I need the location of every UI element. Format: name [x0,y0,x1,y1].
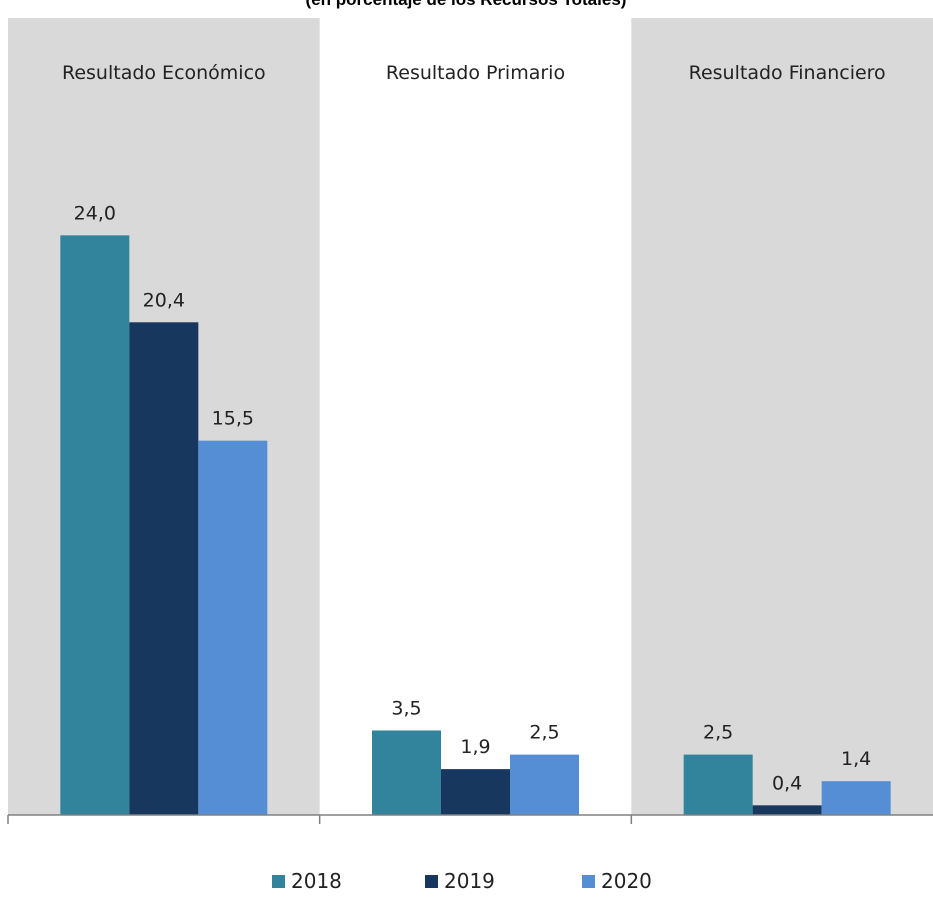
category-label: Resultado Financiero [689,62,886,84]
legend-label: 2018 [291,869,342,893]
bar-2020 [198,440,268,815]
chart-title: (en porcentaje de los Recursos Totales) [306,0,627,9]
category-label: Resultado Primario [386,62,565,84]
legend-swatch-2019 [425,875,438,888]
category-label: Resultado Económico [62,62,266,84]
data-label: 3,5 [391,697,421,719]
category-band [631,18,933,815]
bar-2020 [821,781,891,815]
data-label: 20,4 [143,289,185,311]
data-label: 2,5 [529,722,559,744]
data-label: 1,9 [460,736,490,758]
bar-2018 [60,235,130,815]
data-label: 2,5 [703,722,733,744]
bar-2019 [441,769,510,815]
bar-2019 [752,805,822,815]
data-label: 0,4 [772,772,802,794]
legend-label: 2019 [444,869,495,893]
legend-label: 2020 [601,869,652,893]
data-label: 15,5 [212,408,254,430]
data-label: 1,4 [841,748,871,770]
bar-2019 [129,322,199,815]
bar-2020 [510,754,579,815]
bar-2018 [683,754,753,815]
data-label: 24,0 [74,202,116,224]
bar-2018 [372,730,441,815]
legend-swatch-2020 [582,875,595,888]
legend-swatch-2018 [272,875,285,888]
